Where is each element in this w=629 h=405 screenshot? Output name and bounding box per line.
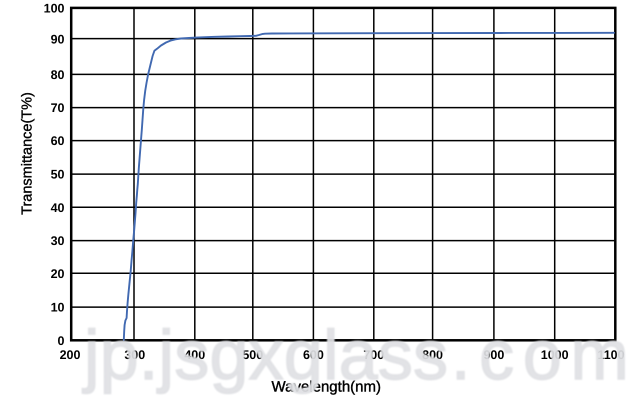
svg-text:200: 200 — [60, 348, 81, 362]
svg-text:jp.jsgxglass: jp.jsgxglass — [82, 316, 448, 394]
svg-text:500: 500 — [242, 348, 263, 362]
svg-text:10: 10 — [51, 301, 65, 315]
svg-text:.com: .com — [451, 316, 629, 394]
svg-text:100: 100 — [44, 2, 65, 16]
svg-text:60: 60 — [51, 134, 65, 148]
svg-text:1100: 1100 — [597, 348, 624, 362]
svg-text:Wavelength(nm): Wavelength(nm) — [272, 379, 381, 396]
svg-text:300: 300 — [124, 348, 145, 362]
svg-text:40: 40 — [51, 201, 65, 215]
svg-text:400: 400 — [184, 348, 205, 362]
svg-text:80: 80 — [51, 68, 65, 82]
svg-text:30: 30 — [51, 234, 65, 248]
svg-text:900: 900 — [483, 348, 504, 362]
svg-text:700: 700 — [363, 348, 384, 362]
svg-text:800: 800 — [422, 348, 443, 362]
svg-text:50: 50 — [51, 168, 65, 182]
svg-text:90: 90 — [51, 32, 65, 46]
svg-text:Transmittance(T%): Transmittance(T%) — [20, 92, 36, 215]
svg-text:0: 0 — [58, 334, 65, 348]
svg-text:1000: 1000 — [541, 348, 569, 362]
svg-text:20: 20 — [51, 267, 65, 281]
svg-text:600: 600 — [303, 348, 324, 362]
svg-text:70: 70 — [51, 101, 65, 115]
